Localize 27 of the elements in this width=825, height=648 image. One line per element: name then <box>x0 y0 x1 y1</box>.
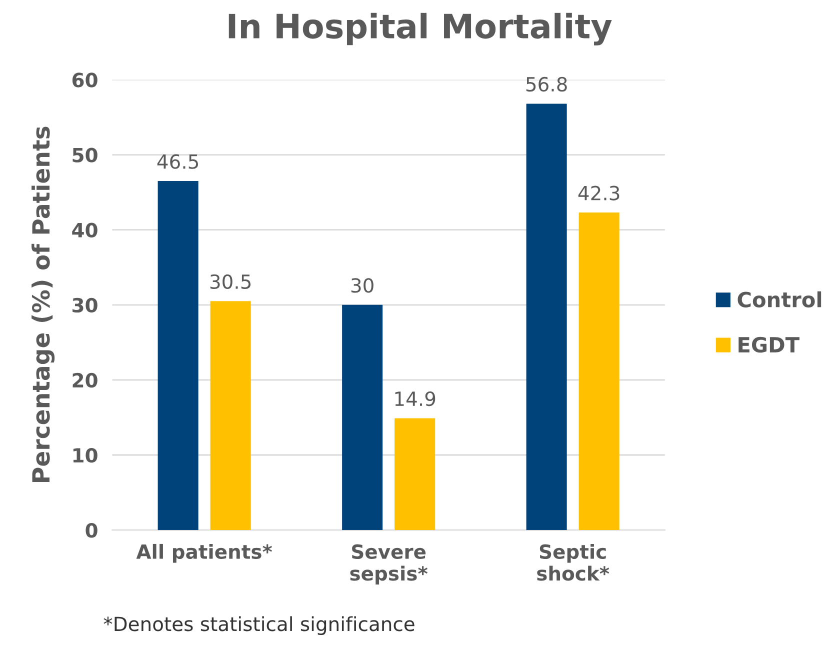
y-tick-label: 40 <box>72 222 98 238</box>
x-tick-label: Severe sepsis* <box>350 544 428 585</box>
bar <box>158 181 198 530</box>
bar <box>210 301 251 530</box>
y-tick-label: 20 <box>72 372 98 388</box>
data-label: 46.5 <box>157 154 198 169</box>
x-tick-label: Septic shock* <box>537 544 610 581</box>
legend-label: Control <box>738 291 822 308</box>
bar <box>578 212 620 530</box>
bar <box>526 104 567 530</box>
bar <box>394 418 436 530</box>
data-label: 30 <box>351 278 374 293</box>
data-label: 56.8 <box>526 76 567 92</box>
y-tick-label: 10 <box>73 448 98 463</box>
bar <box>342 304 383 530</box>
x-tick-label: All patients* <box>136 544 272 563</box>
data-label: 30.5 <box>210 274 251 290</box>
y-tick-label: 30 <box>72 298 98 313</box>
legend-label: EGDT <box>738 336 800 353</box>
chart-title: In Hospital Mortality <box>228 12 612 46</box>
y-tick-label: 50 <box>72 148 98 162</box>
y-tick-label: 60 <box>72 72 98 88</box>
data-label: 14.9 <box>395 391 436 406</box>
data-label: 42.3 <box>578 186 620 200</box>
y-axis-title: Percentage (%) of Patients <box>32 126 55 482</box>
text: *Denotes statistical significance <box>104 616 414 636</box>
y-tick-label: 0 <box>86 523 98 538</box>
